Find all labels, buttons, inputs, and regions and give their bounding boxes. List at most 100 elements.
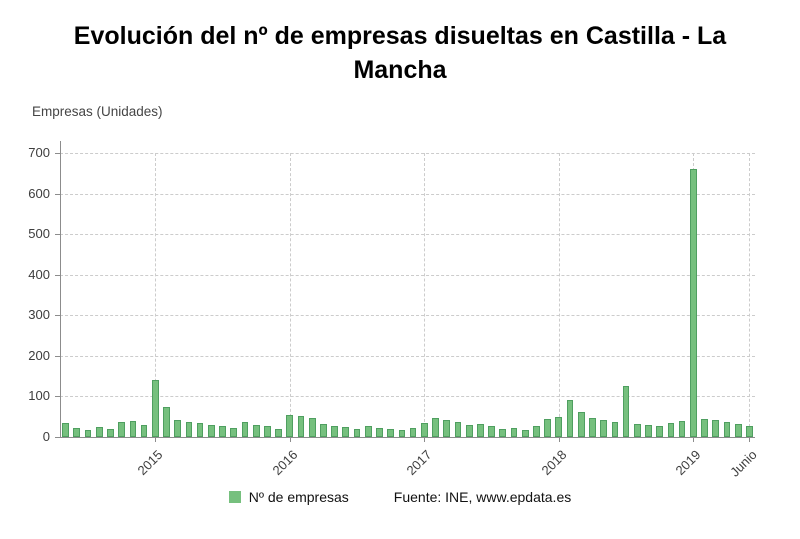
x-tick-mark bbox=[558, 437, 560, 442]
bar bbox=[645, 424, 652, 437]
y-tick-mark bbox=[55, 437, 60, 438]
bar bbox=[286, 414, 294, 437]
x-gridline bbox=[424, 153, 426, 437]
x-tick-label: 2016 bbox=[269, 447, 301, 479]
bar bbox=[420, 422, 428, 437]
y-tick-label: 400 bbox=[28, 266, 50, 282]
bar bbox=[398, 429, 406, 437]
bar bbox=[712, 419, 720, 437]
x-tick-label: 2019 bbox=[672, 447, 704, 479]
bar bbox=[387, 428, 395, 437]
bar bbox=[746, 425, 753, 437]
bar bbox=[589, 417, 596, 437]
bar bbox=[667, 422, 675, 437]
y-gridline bbox=[60, 234, 755, 236]
bar bbox=[510, 428, 518, 437]
y-tick-label: 300 bbox=[28, 307, 50, 323]
bar bbox=[734, 424, 742, 437]
x-tick-label: Junio bbox=[727, 447, 761, 480]
bar bbox=[207, 424, 215, 437]
bar bbox=[73, 428, 81, 437]
y-tick-mark bbox=[55, 396, 60, 398]
y-axis-title: Empresas (Unidades) bbox=[32, 104, 163, 119]
bar bbox=[342, 426, 350, 437]
bar bbox=[275, 428, 282, 437]
bar bbox=[701, 418, 708, 437]
bar bbox=[107, 428, 114, 437]
bar bbox=[364, 426, 372, 437]
x-gridline bbox=[749, 153, 751, 437]
bar bbox=[196, 422, 204, 437]
bar bbox=[689, 168, 697, 437]
x-tick-mark bbox=[289, 437, 291, 442]
x-axis-line bbox=[60, 437, 755, 438]
y-tick-mark bbox=[55, 234, 60, 236]
y-tick-label: 100 bbox=[28, 388, 50, 404]
bar bbox=[488, 425, 495, 437]
y-tick-label: 600 bbox=[28, 185, 50, 201]
bar bbox=[241, 422, 249, 437]
bar bbox=[62, 422, 69, 437]
bar bbox=[331, 425, 338, 437]
bar bbox=[566, 400, 574, 437]
bar bbox=[353, 428, 361, 437]
legend-item: Nº de empresas bbox=[228, 489, 349, 505]
bar bbox=[611, 421, 619, 437]
x-gridline bbox=[289, 153, 291, 437]
bar bbox=[432, 418, 439, 437]
x-tick-mark bbox=[749, 437, 751, 442]
bar bbox=[297, 415, 305, 437]
y-gridline bbox=[60, 355, 755, 357]
bar bbox=[454, 421, 462, 437]
bar bbox=[174, 419, 182, 437]
legend-swatch-icon bbox=[228, 491, 241, 503]
y-tick-mark bbox=[55, 153, 60, 154]
bar bbox=[499, 428, 507, 437]
y-tick-mark bbox=[55, 315, 60, 317]
bar bbox=[252, 424, 260, 437]
y-tick-mark bbox=[55, 193, 60, 195]
bar bbox=[723, 421, 731, 437]
bar bbox=[264, 425, 271, 437]
bar bbox=[622, 386, 630, 437]
x-tick-label: 2017 bbox=[403, 447, 435, 479]
y-gridline bbox=[60, 193, 755, 195]
y-axis-line bbox=[60, 141, 61, 437]
bar bbox=[533, 426, 540, 437]
x-tick-mark bbox=[424, 437, 426, 442]
bar bbox=[230, 428, 238, 437]
y-gridline bbox=[60, 274, 755, 276]
bar bbox=[320, 424, 327, 437]
x-tick-label: 2015 bbox=[134, 447, 166, 479]
y-tick-label: 500 bbox=[28, 226, 50, 242]
bar bbox=[656, 425, 664, 437]
bar bbox=[633, 424, 641, 437]
x-tick-mark bbox=[693, 437, 695, 442]
y-tick-label: 700 bbox=[28, 145, 50, 160]
bar bbox=[118, 421, 125, 437]
bar bbox=[555, 416, 563, 437]
bar bbox=[521, 429, 529, 437]
y-tick-mark bbox=[55, 274, 60, 276]
bar bbox=[84, 429, 92, 437]
bar bbox=[140, 424, 148, 437]
y-tick-label: 0 bbox=[42, 429, 50, 444]
legend: Nº de empresas Fuente: INE, www.epdata.e… bbox=[0, 489, 800, 505]
bar bbox=[163, 406, 170, 437]
bar bbox=[544, 418, 551, 437]
y-gridline bbox=[60, 153, 755, 154]
x-gridline bbox=[558, 153, 560, 437]
y-gridline bbox=[60, 315, 755, 317]
bar bbox=[308, 418, 316, 437]
x-tick-label: 2018 bbox=[538, 447, 570, 479]
legend-label: Nº de empresas bbox=[248, 489, 349, 505]
bar bbox=[376, 428, 383, 437]
x-tick-mark bbox=[155, 437, 157, 442]
bar bbox=[219, 425, 226, 437]
bar bbox=[409, 428, 417, 437]
bar bbox=[600, 419, 608, 437]
bar bbox=[443, 419, 451, 437]
bar bbox=[129, 420, 137, 437]
